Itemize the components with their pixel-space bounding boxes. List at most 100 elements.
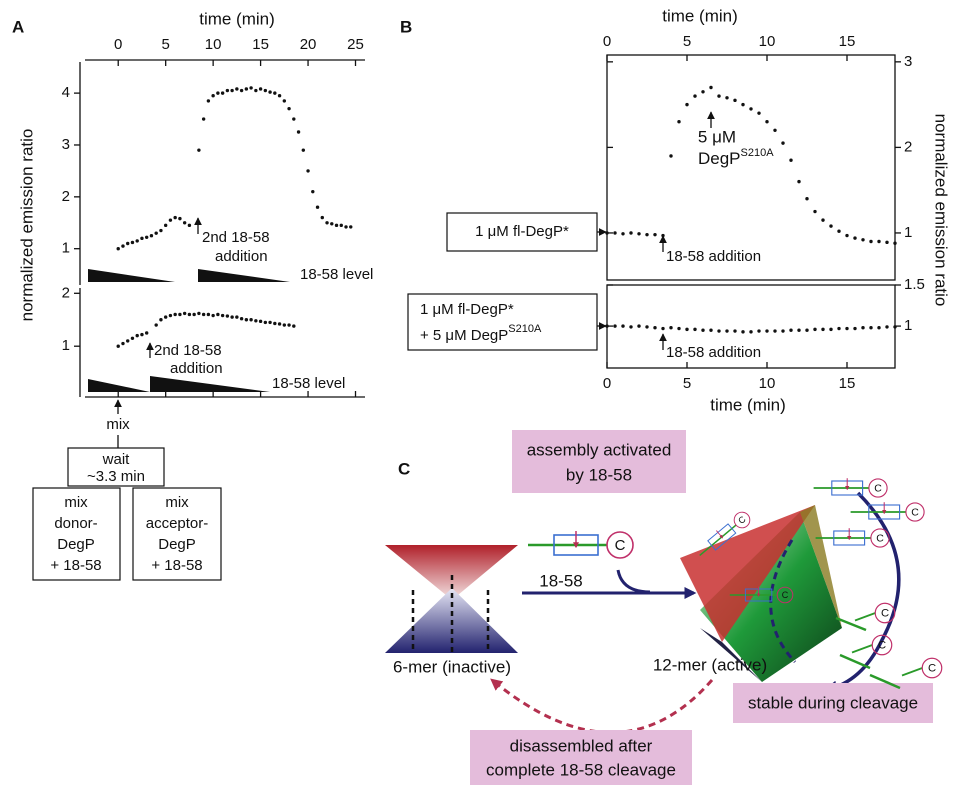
input-label: + 5 μM DegPS210A bbox=[420, 323, 542, 344]
data-point bbox=[893, 325, 897, 329]
annotation: addition bbox=[170, 360, 223, 377]
data-point bbox=[861, 326, 865, 330]
x-tick-label: 10 bbox=[759, 33, 776, 50]
panel-a-annotations: 18-58 level 2nd 18-58 addition 18-58 lev… bbox=[32, 217, 373, 581]
note-box bbox=[470, 730, 692, 785]
x-tick-label: 15 bbox=[252, 36, 269, 53]
data-point bbox=[853, 326, 857, 331]
data-point bbox=[187, 223, 192, 228]
data-point bbox=[201, 312, 206, 317]
c-terminus-label: C bbox=[736, 514, 748, 526]
data-point bbox=[254, 319, 258, 323]
y-axis-title: normalized emission ratio bbox=[932, 114, 951, 307]
x-tick-label: 15 bbox=[839, 375, 856, 392]
data-point bbox=[116, 246, 120, 251]
data-point bbox=[629, 325, 633, 329]
substrate-fragment bbox=[835, 616, 867, 632]
data-point bbox=[216, 312, 220, 317]
y-tick-label: 3 bbox=[904, 53, 912, 70]
data-point bbox=[701, 328, 705, 332]
flow-label: mix bbox=[165, 494, 189, 511]
data-point bbox=[154, 323, 158, 327]
data-point bbox=[821, 218, 825, 222]
data-point bbox=[144, 235, 149, 239]
data-point bbox=[765, 120, 769, 124]
data-point bbox=[239, 316, 244, 321]
note: stable during cleavage bbox=[748, 693, 918, 712]
data-point bbox=[192, 312, 196, 317]
data-point bbox=[130, 240, 135, 245]
data-point bbox=[845, 326, 849, 331]
data-point bbox=[613, 324, 617, 328]
data-point bbox=[717, 329, 721, 333]
data-point bbox=[781, 141, 785, 145]
flow-label: mix bbox=[64, 494, 88, 511]
cleavage-path bbox=[769, 539, 797, 664]
state-label: 6-mer (inactive) bbox=[393, 657, 511, 676]
data-point bbox=[685, 102, 689, 107]
data-point bbox=[829, 327, 833, 332]
data-point bbox=[853, 236, 857, 240]
chart: 1 1.5 0 5 10 15 time (min) bbox=[603, 276, 925, 415]
substrate-fragment bbox=[901, 667, 923, 677]
data-point bbox=[813, 209, 817, 214]
data-point bbox=[197, 148, 201, 152]
data-point bbox=[249, 86, 253, 90]
dodecamer-face bbox=[680, 505, 815, 642]
data-point bbox=[685, 327, 689, 332]
level-wedge bbox=[198, 269, 290, 282]
c-terminus bbox=[921, 657, 943, 679]
x-tick-label: 25 bbox=[347, 36, 364, 53]
data-point bbox=[282, 99, 287, 103]
arrow bbox=[616, 569, 651, 594]
c-terminus bbox=[868, 478, 888, 498]
level-wedge bbox=[88, 379, 150, 392]
data-point bbox=[258, 319, 263, 324]
x-tick-label: 5 bbox=[162, 36, 170, 53]
input-box bbox=[407, 293, 598, 351]
substrate: C bbox=[854, 602, 896, 624]
c-terminus bbox=[871, 634, 893, 656]
chart: 1 2 3 4 0 5 10 15 20 25 time (min) normalized emiss… bbox=[17, 9, 365, 321]
data-point bbox=[621, 232, 625, 236]
substrate: C bbox=[699, 511, 751, 557]
y-tick-label: 1 bbox=[62, 337, 70, 354]
data-point bbox=[813, 327, 817, 332]
data-point bbox=[244, 87, 249, 91]
x-tick-label: 0 bbox=[114, 36, 122, 53]
data-point bbox=[277, 322, 282, 326]
data-point bbox=[797, 179, 801, 184]
x-axis-title: time (min) bbox=[662, 6, 738, 25]
data-point bbox=[741, 330, 745, 334]
data-point bbox=[135, 239, 139, 243]
data-point bbox=[677, 120, 681, 124]
c-terminus bbox=[905, 502, 925, 522]
x-tick-label: 15 bbox=[839, 33, 856, 50]
dodecamer-face bbox=[800, 505, 842, 628]
panel-label: A bbox=[12, 17, 24, 36]
x-tick-label: 0 bbox=[603, 33, 611, 50]
data-point bbox=[637, 324, 641, 328]
data-point bbox=[173, 215, 177, 220]
data-point bbox=[885, 240, 889, 245]
data-point bbox=[220, 313, 225, 318]
data-point bbox=[789, 328, 793, 332]
data-point bbox=[765, 329, 769, 333]
data-point bbox=[797, 328, 801, 332]
data-point bbox=[258, 87, 263, 91]
substrate-label: 18-58 bbox=[539, 571, 582, 590]
data-point bbox=[254, 88, 258, 93]
data-point bbox=[201, 117, 206, 121]
data-point bbox=[661, 326, 665, 331]
c-terminus bbox=[606, 531, 634, 559]
data-point bbox=[182, 221, 187, 225]
c-terminus-label: C bbox=[615, 537, 626, 554]
data-point bbox=[244, 318, 249, 322]
annotation: 18-58 level bbox=[300, 266, 373, 283]
data-point bbox=[773, 329, 777, 333]
data-point bbox=[206, 99, 211, 103]
data-point bbox=[235, 87, 239, 91]
data-point bbox=[182, 311, 187, 316]
data-point bbox=[877, 239, 881, 244]
substrate-fragment bbox=[869, 673, 901, 690]
